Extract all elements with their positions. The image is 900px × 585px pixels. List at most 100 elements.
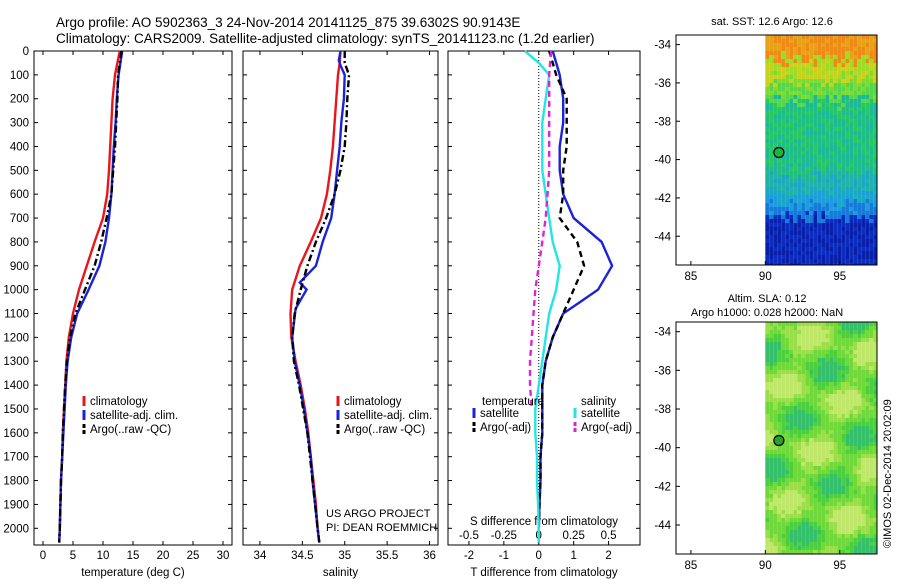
sla-heat-cell: [841, 534, 846, 538]
sla-heat-cell: [853, 490, 858, 494]
sla-heat-cell: [849, 530, 854, 534]
sla-heat-cell: [777, 470, 782, 474]
sst-heat-cell: [781, 47, 786, 51]
sla-heat-cell: [765, 390, 770, 394]
sla-heat-cell: [833, 370, 838, 374]
sst-heat-cell: [821, 191, 826, 195]
sla-heat-cell: [801, 546, 806, 550]
sla-heat-cell: [797, 550, 802, 554]
sla-heat-cell: [777, 526, 782, 530]
sla-heat-cell: [833, 446, 838, 450]
sla-heat-cell: [857, 434, 862, 438]
sla-heat-cell: [845, 390, 850, 394]
sst-heat-cell: [837, 151, 842, 155]
sst-heat-cell: [789, 75, 794, 79]
sla-heat-cell: [817, 334, 822, 338]
sst-heat-cell: [845, 43, 850, 47]
sst-heat-cell: [801, 215, 806, 219]
sst-heat-cell: [873, 175, 877, 179]
sla-heat-cell: [873, 458, 877, 462]
sst-heat-cell: [809, 235, 814, 239]
sla-heat-cell: [841, 422, 846, 426]
sst-heat-cell: [825, 39, 830, 43]
sla-heat-cell: [813, 466, 818, 470]
sla-heat-cell: [849, 394, 854, 398]
sla-heat-cell: [845, 550, 850, 554]
sst-heat-cell: [813, 207, 818, 211]
sst-heat-cell: [825, 95, 830, 99]
sla-heat-cell: [817, 326, 822, 330]
sla-heat-cell: [769, 330, 774, 334]
sla-heat-cell: [873, 446, 877, 450]
sst-heat-cell: [821, 235, 826, 239]
sla-heat-cell: [837, 446, 842, 450]
sla-heat-cell: [769, 398, 774, 402]
sla-heat-cell: [765, 386, 770, 390]
sla-heat-cell: [785, 454, 790, 458]
sst-heat-cell: [837, 111, 842, 115]
sst-heat-cell: [825, 171, 830, 175]
sst-heat-cell: [801, 59, 806, 63]
sst-heat-cell: [853, 107, 858, 111]
sst-heat-cell: [861, 139, 866, 143]
sst-heat-cell: [797, 135, 802, 139]
sst-heat-cell: [801, 123, 806, 127]
sst-heat-cell: [805, 143, 810, 147]
sst-heat-cell: [857, 155, 862, 159]
sla-heat-cell: [857, 474, 862, 478]
sst-heat-cell: [837, 227, 842, 231]
sst-heat-cell: [821, 123, 826, 127]
salinity-xtick-label: 34.5: [291, 550, 313, 562]
sla-heat-cell: [857, 542, 862, 546]
sla-heat-cell: [849, 474, 854, 478]
sst-heat-cell: [793, 251, 798, 255]
sst-heat-cell: [837, 87, 842, 91]
sst-heat-cell: [821, 207, 826, 211]
sst-heat-cell: [809, 263, 814, 265]
sst-heat-cell: [849, 191, 854, 195]
sst-heat-cell: [829, 187, 834, 191]
sla-heat-cell: [773, 522, 778, 526]
sla-heat-cell: [801, 426, 806, 430]
sla-heat-cell: [785, 342, 790, 346]
sst-heat-cell: [805, 95, 810, 99]
sla-heat-cell: [785, 382, 790, 386]
sst-heat-cell: [825, 107, 830, 111]
sst-heat-cell: [765, 223, 770, 227]
sst-heat-cell: [809, 247, 814, 251]
sla-heat-cell: [825, 346, 830, 350]
sla-heat-cell: [797, 386, 802, 390]
sst-heat-cell: [821, 171, 826, 175]
sst-heat-cell: [789, 39, 794, 43]
sst-heat-cell: [785, 63, 790, 67]
sla-heat-cell: [849, 406, 854, 410]
sla-heat-cell: [797, 422, 802, 426]
sla-heat-cell: [793, 342, 798, 346]
sst-heat-cell: [777, 99, 782, 103]
sst-heat-cell: [873, 171, 877, 175]
sst-heat-cell: [797, 63, 802, 67]
sla-heat-cell: [829, 530, 834, 534]
sla-heat-cell: [781, 338, 786, 342]
sst-heat-cell: [769, 191, 774, 195]
sst-heat-cell: [817, 231, 822, 235]
sst-heat-cell: [781, 203, 786, 207]
sla-heat-cell: [813, 334, 818, 338]
sla-heat-cell: [789, 438, 794, 442]
sst-heat-cell: [817, 191, 822, 195]
sst-heat-cell: [785, 127, 790, 131]
sst-heat-cell: [849, 199, 854, 203]
sst-heat-cell: [777, 67, 782, 71]
sst-heat-cell: [809, 255, 814, 259]
sla-heat-cell: [805, 394, 810, 398]
sla-heat-cell: [853, 502, 858, 506]
sla-heat-cell: [797, 322, 802, 326]
sst-heat-cell: [789, 115, 794, 119]
sst-heat-cell: [873, 67, 877, 71]
sst-heat-cell: [841, 215, 846, 219]
sla-heat-cell: [869, 502, 874, 506]
sla-heat-cell: [785, 542, 790, 546]
sla-heat-cell: [849, 374, 854, 378]
sst-heat-cell: [773, 227, 778, 231]
